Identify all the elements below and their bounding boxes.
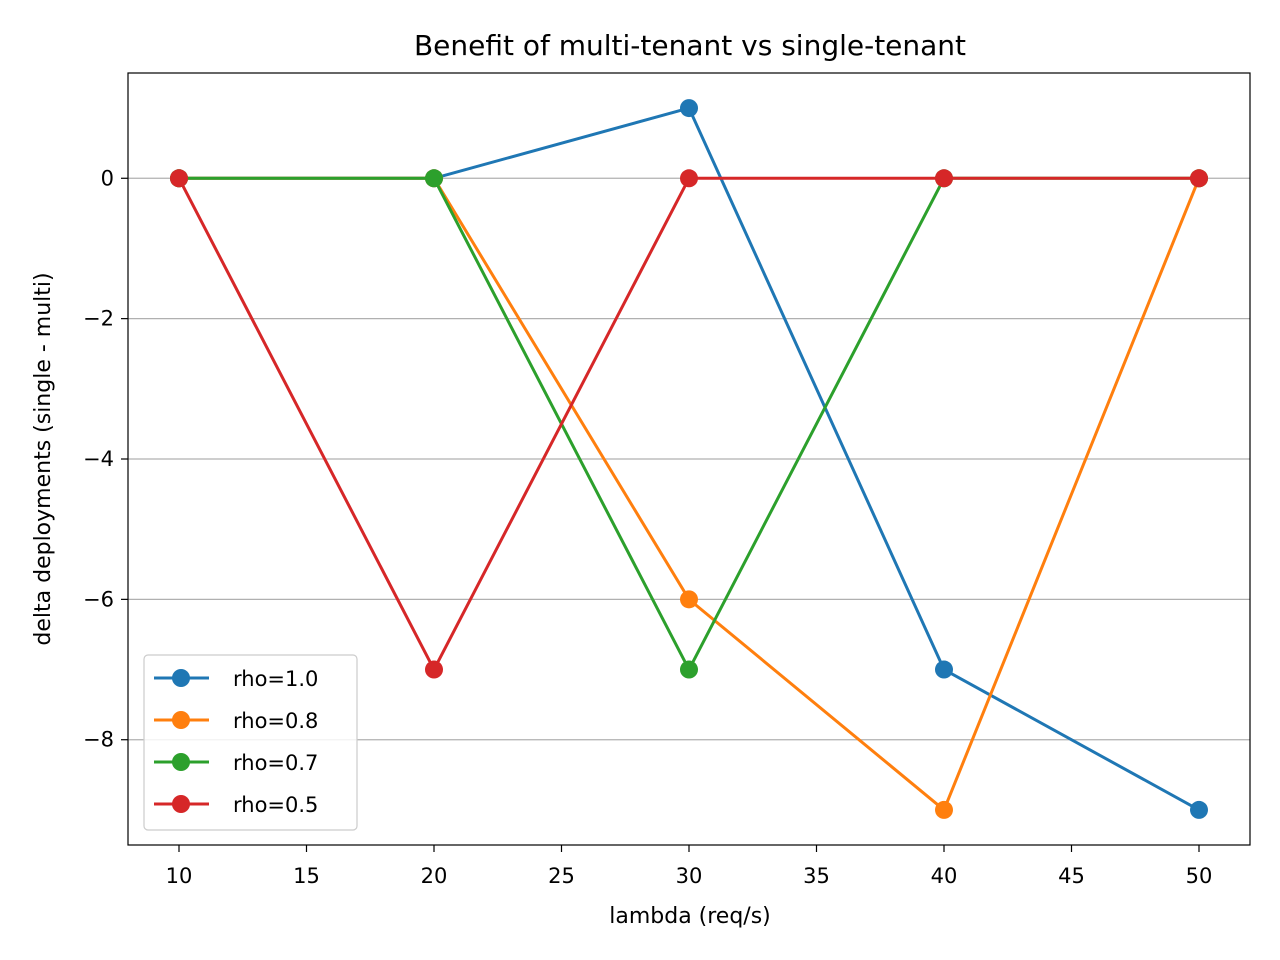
data-point bbox=[425, 169, 443, 188]
data-series bbox=[170, 99, 1208, 819]
data-point bbox=[680, 590, 698, 609]
x-axis-label: lambda (req/s) bbox=[609, 904, 771, 929]
x-tick-label: 10 bbox=[166, 864, 193, 888]
y-tick-label: −8 bbox=[83, 728, 114, 752]
y-tick-label: 0 bbox=[101, 166, 114, 190]
data-point bbox=[170, 169, 188, 188]
x-tick-label: 15 bbox=[293, 864, 320, 888]
legend-label: rho=0.7 bbox=[233, 751, 318, 775]
data-point bbox=[1190, 169, 1208, 188]
data-point bbox=[425, 660, 443, 679]
legend-label: rho=1.0 bbox=[233, 667, 318, 691]
legend-marker bbox=[172, 795, 190, 813]
legend-entry: rho=0.5 bbox=[154, 793, 318, 817]
data-point bbox=[680, 660, 698, 679]
y-axis: 0 −2 −4 −6 −8 bbox=[83, 166, 128, 752]
x-tick-label: 20 bbox=[421, 864, 448, 888]
x-tick-label: 25 bbox=[548, 864, 575, 888]
legend-entry: rho=1.0 bbox=[154, 667, 318, 691]
legend: rho=1.0 rho=0.8 rho=0.7 rho=0.5 bbox=[143, 654, 358, 831]
legend-entry: rho=0.8 bbox=[154, 709, 318, 733]
legend-marker bbox=[172, 669, 190, 687]
x-tick-label: 50 bbox=[1186, 864, 1213, 888]
y-axis-label: delta deployments (single - multi) bbox=[31, 272, 56, 645]
x-tick-label: 35 bbox=[803, 864, 830, 888]
x-axis: 10 15 20 25 30 35 40 45 50 bbox=[166, 845, 1213, 888]
legend-marker bbox=[172, 711, 190, 729]
legend-label: rho=0.5 bbox=[233, 793, 318, 817]
y-tick-label: −4 bbox=[83, 447, 114, 471]
legend-box bbox=[143, 654, 358, 831]
x-tick-label: 30 bbox=[676, 864, 703, 888]
data-point bbox=[680, 169, 698, 188]
data-point bbox=[935, 800, 953, 819]
chart-title: Benefit of multi-tenant vs single-tenant bbox=[414, 29, 966, 62]
data-point bbox=[1190, 800, 1208, 819]
x-tick-label: 40 bbox=[931, 864, 958, 888]
y-tick-label: −6 bbox=[83, 587, 114, 611]
legend-marker bbox=[172, 753, 190, 771]
data-point bbox=[680, 99, 698, 118]
y-tick-label: −2 bbox=[83, 307, 114, 331]
legend-label: rho=0.8 bbox=[233, 709, 318, 733]
data-point bbox=[935, 169, 953, 188]
series-rho=0.5 bbox=[170, 169, 1208, 679]
data-point bbox=[935, 660, 953, 679]
x-tick-label: 45 bbox=[1058, 864, 1085, 888]
legend-entry: rho=0.7 bbox=[154, 751, 318, 775]
